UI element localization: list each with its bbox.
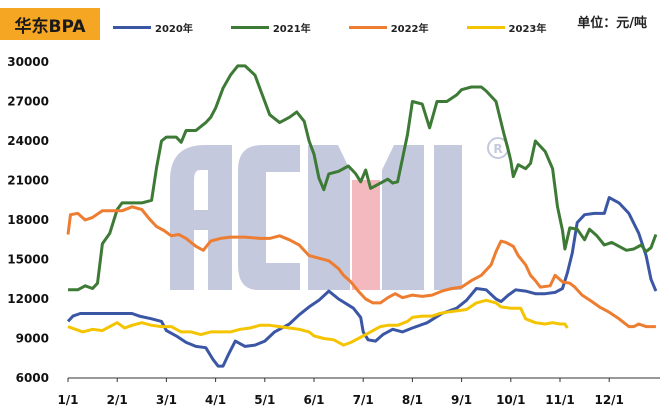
legend-item-2022: 2022年	[348, 20, 429, 35]
x-tick-label: 11/1	[545, 393, 574, 407]
legend-item-2020: 2020年	[113, 20, 193, 35]
legend-item-2023: 2023年	[466, 20, 547, 35]
x-tick-label: 5/1	[254, 393, 275, 407]
y-tick-label: 21000	[7, 174, 49, 188]
watermark-logo: R	[170, 137, 509, 290]
legend-label-2020: 2020年	[155, 24, 193, 35]
legend: 2020年 2021年 2022年 2023年	[113, 20, 584, 35]
y-tick-label: 9000	[16, 332, 49, 346]
x-tick-label: 8/1	[402, 393, 423, 407]
chart-title-box: 华东BPA	[0, 8, 100, 40]
x-tick-label: 6/1	[303, 393, 324, 407]
x-tick-label: 10/1	[496, 393, 525, 407]
y-tick-label: 12000	[7, 292, 49, 306]
legend-label-2023: 2023年	[508, 24, 547, 35]
x-tick-label: 12/1	[594, 393, 623, 407]
legend-label-2021: 2021年	[272, 24, 311, 35]
y-tick-label: 30000	[7, 55, 49, 69]
chart-title: 华东BPA	[14, 16, 86, 37]
x-tick-label: 2/1	[107, 393, 128, 407]
series-line-2021	[68, 64, 658, 292]
y-axis-ticks: 6000 9000 12000 15000 18000 21000 24000 27000 30…	[7, 55, 49, 385]
x-tick-label: 4/1	[205, 393, 226, 407]
unit-label: 单位：元/吨	[577, 16, 647, 31]
watermark-letter-c	[238, 145, 300, 290]
x-axis-ticks: 1/1 2/1 3/1 4/1 5/1 6/1 7/1 8/1 9/1 10/1 11/1 12/1	[57, 378, 624, 407]
watermark-letter-m-middle	[352, 180, 380, 290]
series-line-2020	[66, 196, 658, 368]
series-lines	[66, 64, 658, 368]
watermark-letter-m-right	[382, 145, 424, 290]
legend-swatch-2021	[230, 26, 269, 29]
watermark-letter-i	[434, 145, 462, 290]
legend-swatch-2023	[466, 26, 505, 29]
y-tick-label: 24000	[7, 134, 49, 148]
x-tick-label: 7/1	[353, 393, 374, 407]
series-line-2023	[67, 298, 569, 347]
x-tick-label: 9/1	[451, 393, 472, 407]
legend-swatch-2022	[348, 26, 387, 29]
y-tick-label: 27000	[7, 95, 49, 109]
legend-item-2021: 2021年	[230, 20, 311, 35]
x-tick-label: 1/1	[57, 393, 78, 407]
x-tick-label: 3/1	[156, 393, 177, 407]
watermark-letter-m-left	[308, 145, 350, 290]
y-tick-label: 15000	[7, 253, 49, 267]
legend-swatch-2020	[113, 26, 151, 29]
y-tick-label: 6000	[16, 371, 49, 385]
watermark-registered-r: R	[493, 142, 502, 156]
legend-label-2022: 2022年	[390, 24, 429, 35]
y-tick-label: 18000	[7, 213, 49, 227]
series-line-2022	[66, 205, 656, 329]
watermark-letter-a	[170, 145, 232, 290]
